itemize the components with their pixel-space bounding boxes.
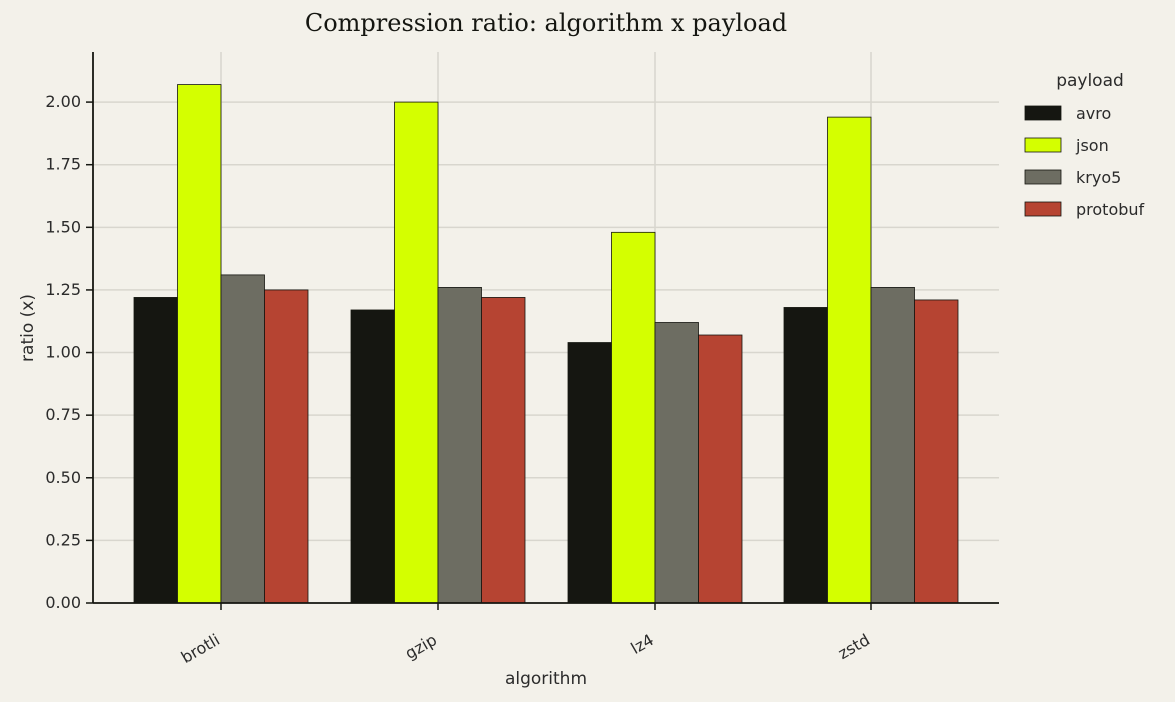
- bar-kryo5-zstd: [870, 287, 915, 604]
- x-tick-label: zstd: [835, 630, 873, 663]
- bar-avro-brotli: [133, 297, 178, 604]
- bar-protobuf-zstd: [914, 299, 959, 604]
- bar-json-brotli: [177, 84, 222, 604]
- y-tick-label: 1.50: [45, 217, 81, 236]
- legend-swatch: [1024, 105, 1062, 121]
- bars-layer: [133, 84, 959, 604]
- y-tick-label: 1.00: [45, 343, 81, 362]
- legend-entry: avro: [1076, 104, 1111, 123]
- bar-json-gzip: [394, 101, 439, 604]
- chart-title: Compression ratio: algorithm x payload: [305, 9, 787, 37]
- y-tick-label: 0.75: [45, 405, 81, 424]
- legend-entry: protobuf: [1076, 200, 1145, 219]
- bar-kryo5-gzip: [437, 287, 482, 604]
- bar-avro-lz4: [567, 342, 612, 604]
- y-tick-label: 0.00: [45, 593, 81, 612]
- y-tick-label: 1.25: [45, 280, 81, 299]
- y-tick-label: 0.25: [45, 530, 81, 549]
- legend-swatch: [1024, 169, 1062, 185]
- bar-avro-gzip: [350, 309, 395, 604]
- bar-avro-zstd: [783, 307, 828, 604]
- x-tick-label: lz4: [628, 630, 657, 658]
- bar-kryo5-lz4: [654, 322, 699, 604]
- bar-json-zstd: [827, 116, 872, 604]
- bar-protobuf-brotli: [264, 289, 309, 604]
- bar-protobuf-gzip: [481, 297, 526, 604]
- legend: payload avro json kryo5 protobuf: [1024, 71, 1145, 219]
- bar-kryo5-brotli: [220, 274, 265, 604]
- legend-entry: json: [1075, 136, 1109, 155]
- y-tick-label: 0.50: [45, 468, 81, 487]
- y-tick-label: 2.00: [45, 92, 81, 111]
- legend-swatch: [1024, 137, 1062, 153]
- y-axis-label: ratio (x): [18, 294, 38, 362]
- x-tick-label: brotli: [178, 630, 223, 667]
- y-tick-label: 1.75: [45, 155, 81, 174]
- x-axis-label: algorithm: [505, 669, 587, 689]
- axes-layer: [92, 52, 999, 604]
- bar-protobuf-lz4: [698, 334, 743, 604]
- legend-swatch: [1024, 201, 1062, 217]
- bar-json-lz4: [611, 231, 656, 604]
- x-tick-label: gzip: [402, 630, 440, 663]
- legend-entry: kryo5: [1076, 168, 1121, 187]
- legend-title: payload: [1056, 71, 1124, 91]
